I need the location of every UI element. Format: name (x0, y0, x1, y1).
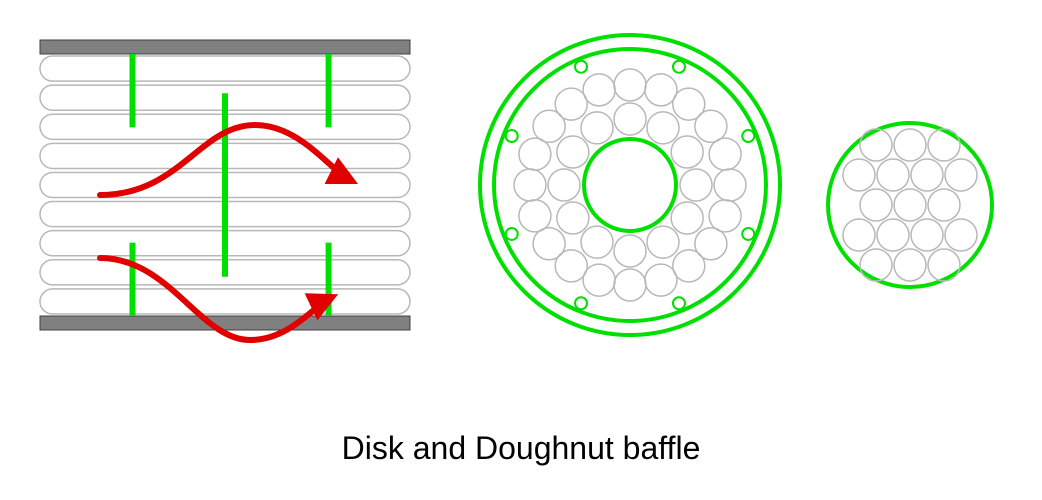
tube-hole (614, 235, 646, 267)
longitudinal-section (40, 40, 410, 340)
shell-outline (480, 35, 780, 335)
tie-rod-hole (673, 297, 685, 309)
diagram-stage: Disk and Doughnut baffle (0, 0, 1042, 500)
tube (40, 56, 410, 81)
tube-hole (557, 202, 589, 234)
tube-hole (945, 219, 977, 251)
disk-outline (828, 123, 992, 287)
tie-rod-hole (506, 130, 518, 142)
tube-hole (894, 129, 926, 161)
tie-rod-hole (506, 228, 518, 240)
tube (40, 289, 410, 314)
tie-rod-hole (575, 297, 587, 309)
tube-hole (680, 169, 712, 201)
tube-hole (860, 189, 892, 221)
doughnut-face (480, 35, 780, 335)
tube-hole (877, 219, 909, 251)
doughnut-outer-edge (494, 49, 766, 321)
tube-hole (945, 159, 977, 191)
tube-hole (894, 249, 926, 281)
tube-hole (877, 159, 909, 191)
tube-hole (843, 219, 875, 251)
tube-hole (843, 159, 875, 191)
tube-hole (695, 110, 727, 142)
tube-hole (514, 169, 546, 201)
tube-hole (928, 129, 960, 161)
tube-hole (673, 250, 705, 282)
tube-hole (709, 200, 741, 232)
tube-hole (911, 159, 943, 191)
tube-hole (860, 129, 892, 161)
tube-hole (928, 249, 960, 281)
tube-hole (583, 264, 615, 296)
tie-rod-hole (575, 61, 587, 73)
tube-hole (645, 74, 677, 106)
tie-rod-hole (742, 130, 754, 142)
shell-wall-top (40, 40, 410, 54)
tube-hole (647, 112, 679, 144)
figure-caption: Disk and Doughnut baffle (0, 430, 1042, 467)
tube-hole (645, 264, 677, 296)
tube-hole (519, 138, 551, 170)
tube-hole (533, 228, 565, 260)
tube-hole (911, 219, 943, 251)
tube-hole (519, 200, 551, 232)
tube-hole (860, 249, 892, 281)
tube-hole (581, 112, 613, 144)
disk-face (828, 123, 992, 287)
tube-hole (671, 136, 703, 168)
tube-hole (555, 88, 587, 120)
tube-hole (583, 74, 615, 106)
tube-hole (894, 189, 926, 221)
tube-hole (614, 103, 646, 135)
tie-rod-hole (742, 228, 754, 240)
tube-hole (557, 136, 589, 168)
tube-hole (647, 226, 679, 258)
tube-hole (614, 69, 646, 101)
tube-hole (614, 269, 646, 301)
tube-hole (671, 202, 703, 234)
tie-rod-hole (673, 61, 685, 73)
tube-hole (709, 138, 741, 170)
tube-hole (581, 226, 613, 258)
diagram-svg (0, 0, 1042, 500)
tube-hole (548, 169, 580, 201)
shell-wall-bottom (40, 316, 410, 330)
tube-hole (928, 189, 960, 221)
doughnut-inner-hole (584, 139, 676, 231)
tube-hole (714, 169, 746, 201)
